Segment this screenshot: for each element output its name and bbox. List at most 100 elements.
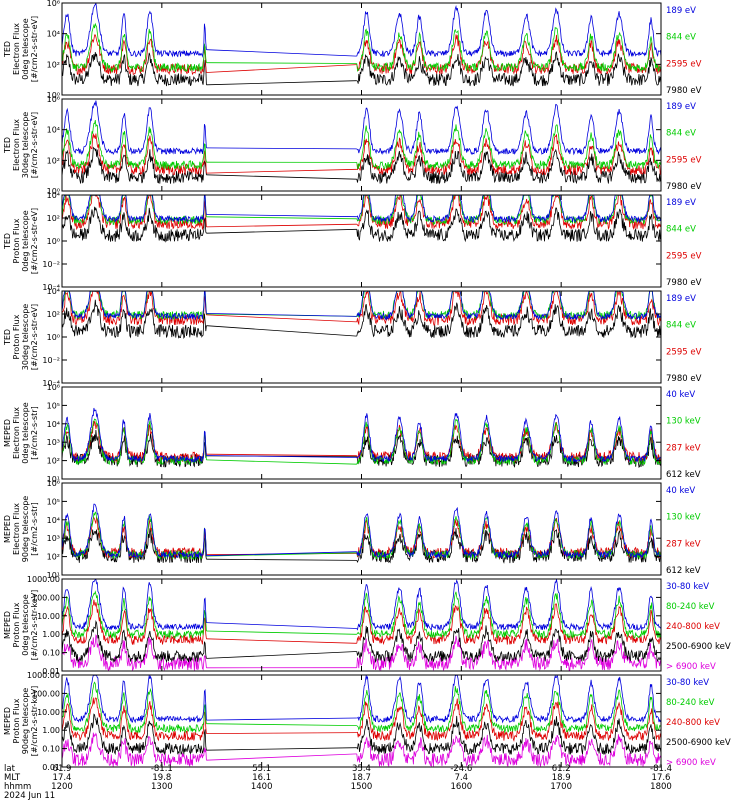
y-tick-label: 0.10	[42, 649, 60, 658]
panel-2: 10⁰ 10² 10⁴ 10⁶ TED Electron Flux 30deg telesc…	[3, 95, 702, 196]
series-5-4-gap-line	[206, 455, 357, 458]
panel-3-frame	[61, 194, 662, 288]
legend-item: 240-800 keV	[666, 622, 720, 632]
x-tick-label: -81.1	[151, 764, 173, 774]
panel-3-data	[62, 195, 661, 243]
series-2-3-line-b	[356, 124, 661, 171]
x-row-label: lat	[4, 764, 16, 774]
series-1-1-gap-line	[206, 80, 357, 86]
panel-6-data	[62, 503, 661, 564]
series-3-2-line-a	[62, 195, 207, 231]
series-6-4-line-b	[356, 506, 661, 560]
series-2-2-line-a	[62, 133, 207, 176]
x-tick-label: 1500	[351, 782, 373, 792]
y-axis-label: TED	[3, 233, 12, 250]
series-6-1-line-a	[62, 528, 207, 564]
legend-item: 287 keV	[666, 443, 701, 453]
y-tick-label: 10⁻⁴	[42, 283, 60, 292]
y-tick-label: 10⁴	[47, 420, 60, 429]
series-3-1-line-b	[356, 207, 661, 243]
y-axis-label: [#/cm2-s-str-eV]	[30, 112, 39, 178]
series-8-3-gap-line	[206, 732, 357, 734]
legend-item: 7980 eV	[666, 182, 702, 192]
series-6-3-line-b	[356, 516, 661, 561]
panel-8-frame	[61, 674, 662, 768]
x-tick-label: 19.8	[152, 773, 171, 783]
legend-item: 7980 eV	[666, 86, 702, 96]
series-5-2-gap-line	[206, 453, 357, 457]
y-axis-label: 90deg telescope	[21, 496, 30, 563]
series-6-4-line-a	[62, 503, 207, 559]
legend-item: 844 eV	[666, 33, 696, 43]
series-1-4-line-a	[62, 3, 207, 58]
series-2-4-line-b	[356, 103, 661, 156]
y-tick-label: 10⁰	[47, 91, 60, 100]
y-tick-label: 10⁴	[47, 287, 60, 296]
legend-item: 844 eV	[666, 129, 696, 139]
x-tick-label: 17.4	[53, 773, 72, 783]
x-tick-label: 35.4	[352, 764, 371, 774]
x-tick-label: 55.1	[252, 764, 271, 774]
y-axis-label: [#/cm2-s-str-eV]	[30, 16, 39, 82]
y-axis-label: Proton Flux	[12, 218, 21, 263]
legend-item: 287 keV	[666, 539, 701, 549]
series-1-4-gap-line	[206, 49, 357, 57]
x-row-label: hhmm	[4, 782, 31, 792]
series-8-4-gap-line	[206, 723, 357, 726]
y-tick-label: 10.00	[37, 612, 60, 621]
legend-item: 2595 eV	[666, 251, 702, 261]
series-8-1-gap-line	[206, 753, 357, 761]
series-1-2-line-b	[356, 34, 661, 75]
series-8-5-line-a	[62, 675, 207, 724]
series-3-4-line-a	[62, 195, 207, 223]
y-tick-label: 0.01	[42, 667, 60, 676]
series-8-1-line-a	[62, 732, 207, 767]
y-tick-label: 100.00	[32, 689, 60, 698]
y-axis-label: Electron Flux	[12, 119, 21, 171]
y-tick-label: 10⁴	[47, 516, 60, 525]
y-tick-label: 10⁴	[47, 191, 60, 200]
series-8-2-line-a	[62, 713, 207, 756]
series-1-4-line-b	[356, 5, 661, 58]
legend-item: 40 keV	[666, 486, 695, 496]
y-tick-label: 10⁻⁴	[42, 379, 60, 388]
y-tick-label: 10⁰	[47, 237, 60, 246]
series-5-4-line-b	[356, 413, 661, 463]
y-axis-label: Electron Flux	[12, 23, 21, 75]
series-1-1-line-b	[356, 51, 661, 87]
y-axis-label: 30deg telescope	[21, 112, 30, 179]
legend-item: 130 keV	[666, 513, 701, 523]
panel-1-data	[62, 3, 661, 87]
legend-item: 2595 eV	[666, 347, 702, 357]
series-3-3-gap-line	[206, 216, 357, 220]
series-7-3-line-a	[62, 599, 207, 645]
x-tick-label: 7.4	[455, 773, 469, 783]
y-tick-label: 100.00	[32, 593, 60, 602]
series-3-4-gap-line	[206, 214, 357, 218]
y-axis-label: Electron Flux	[12, 503, 21, 555]
series-7-4-gap-line	[206, 630, 357, 635]
panel-4-data	[62, 291, 661, 339]
legend-item: 189 eV	[666, 294, 696, 304]
legend-item: 7980 eV	[666, 374, 702, 384]
panel-7: 0.01 0.10 1.00 10.00 100.00 1000.00 MEPED Proto…	[3, 575, 731, 676]
series-7-5-line-b	[356, 579, 661, 632]
y-tick-label: 10²	[47, 310, 60, 319]
series-4-4-line-b	[356, 291, 661, 321]
legend-item: > 6900 keV	[666, 662, 716, 672]
y-tick-label: 10⁶	[47, 479, 60, 488]
legend-item: 30-80 keV	[666, 678, 709, 688]
y-tick-label: 10¹	[47, 475, 60, 484]
panel-7-data	[62, 579, 661, 671]
series-8-5-line-b	[356, 675, 661, 724]
y-axis-label: Proton Flux	[12, 602, 21, 647]
y-tick-label: 10⁻²	[42, 260, 60, 269]
series-7-2-line-b	[356, 625, 661, 664]
series-5-3-gap-line	[206, 459, 357, 465]
y-tick-label: 10⁶	[47, 0, 60, 8]
x-tick-label: 17.6	[652, 773, 671, 783]
series-6-4-gap-line	[206, 551, 357, 557]
series-3-1-line-a	[62, 206, 207, 243]
panel-5: 10¹ 10² 10³ 10⁴ 10⁵ 10⁶ MEPED Electron Flux 0deg…	[3, 383, 701, 484]
y-tick-label: 10³	[47, 438, 60, 447]
